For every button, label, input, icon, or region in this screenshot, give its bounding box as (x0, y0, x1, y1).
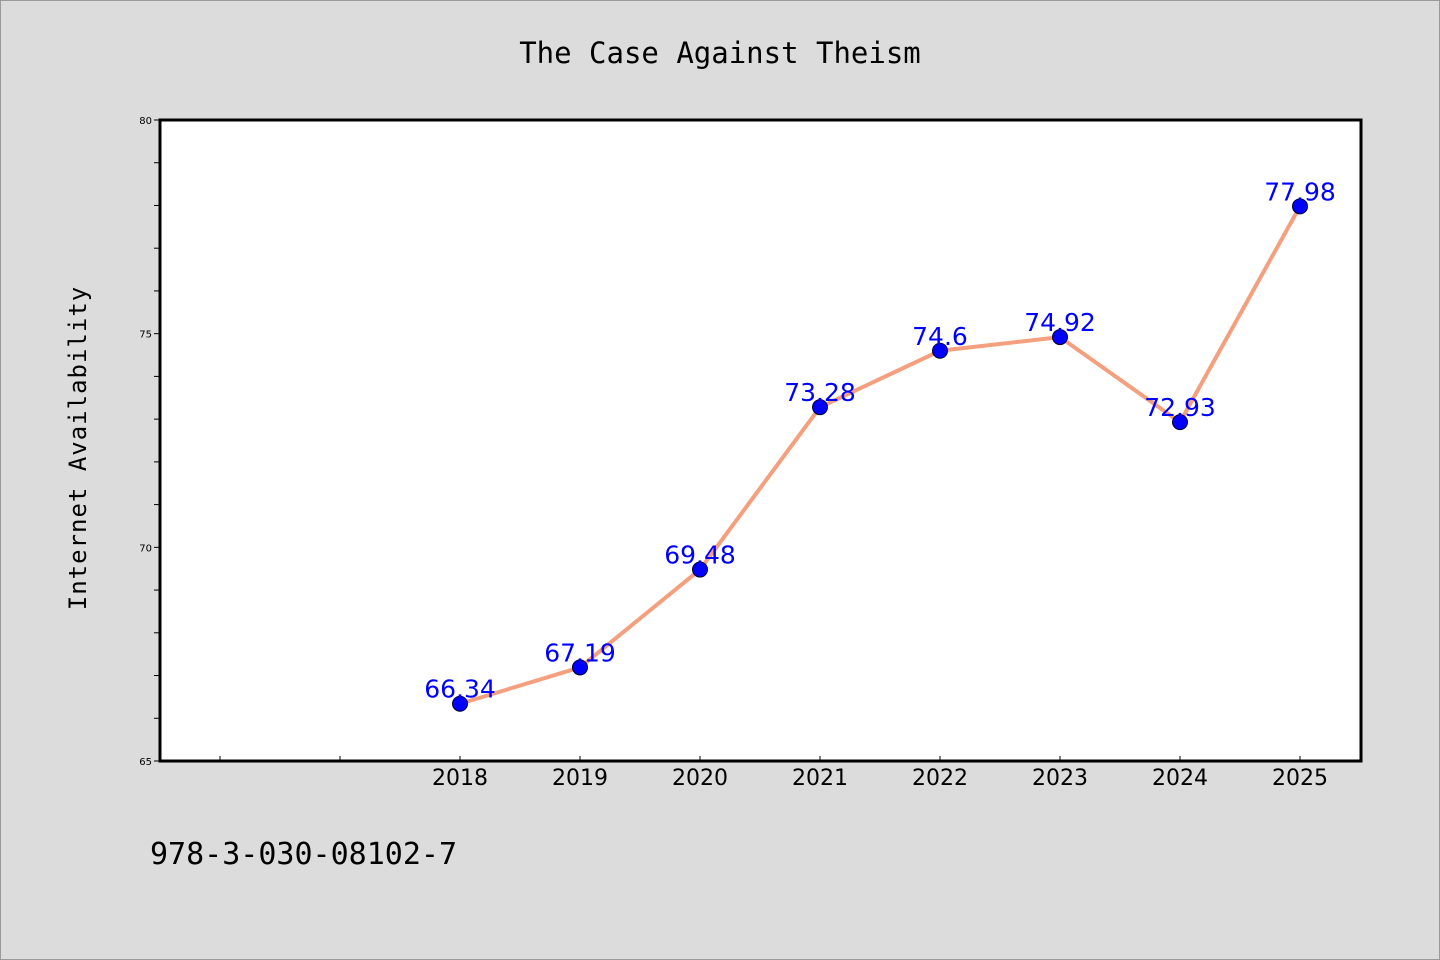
data-point-marker (932, 342, 948, 359)
data-point-marker (1292, 198, 1308, 215)
y-tick-label: 70 (139, 543, 152, 554)
y-tick-label: 80 (139, 116, 152, 127)
x-tick-label: 2018 (432, 766, 488, 791)
y-axis-ticks: 65 70 75 80 (139, 116, 160, 768)
series-line-group (458, 204, 1302, 706)
y-axis-label: Internet Availability (64, 286, 92, 610)
x-tick-label: 2024 (1152, 766, 1208, 791)
data-label: 72.93 (1144, 393, 1216, 422)
data-label: 66.34 (424, 675, 496, 704)
chart-title: The Case Against Theism (519, 36, 921, 70)
data-point-marker (452, 695, 468, 712)
x-tick-label: 2020 (672, 766, 728, 791)
plot-area (158, 118, 1363, 763)
x-tick-label: 2021 (792, 766, 848, 791)
x-tick-label: 2022 (912, 766, 968, 791)
y-tick-label: 75 (139, 330, 152, 341)
x-tick-label: 2025 (1272, 766, 1328, 791)
data-point-marker (1172, 414, 1188, 431)
y-tick-label: 65 (139, 757, 152, 768)
x-tick-label: 2019 (552, 766, 608, 791)
data-label: 67.19 (544, 638, 616, 667)
data-label: 77.98 (1264, 177, 1336, 206)
data-point-marker (692, 561, 708, 578)
x-tick-label: 2023 (1032, 766, 1088, 791)
series-line (458, 204, 1302, 706)
data-label: 73.28 (784, 378, 856, 407)
data-label: 74.6 (912, 322, 968, 351)
isbn-footer: 978-3-030-08102-7 (150, 837, 457, 872)
x-axis-ticks: 2018 2019 2020 2021 2022 2023 2024 2025 (219, 756, 1328, 791)
data-markers (452, 198, 1308, 712)
data-labels: 66.34 67.19 69.48 73.28 74.6 74.92 72.93 77.98 (424, 177, 1336, 703)
data-point-marker (1052, 329, 1068, 346)
data-point-marker (572, 659, 588, 676)
data-label: 69.48 (664, 541, 736, 570)
data-label: 74.92 (1024, 308, 1096, 337)
data-point-marker (812, 399, 828, 416)
